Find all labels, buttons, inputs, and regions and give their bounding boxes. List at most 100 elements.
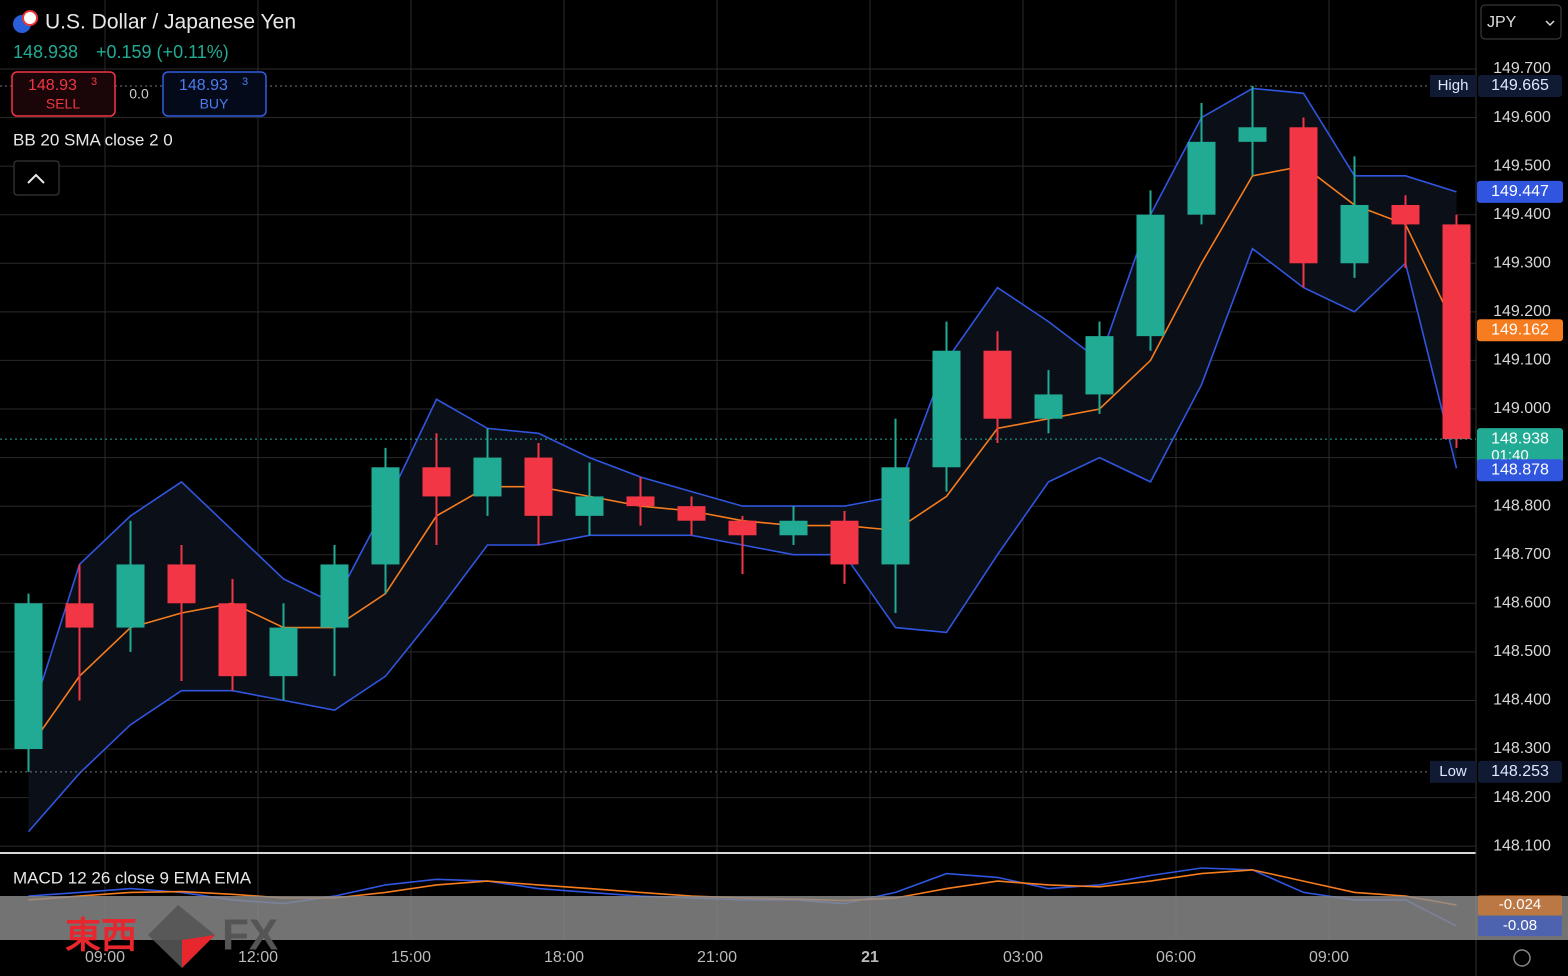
watermark-text: FX (222, 911, 278, 960)
spread: 0.0 (129, 86, 149, 102)
settings-icon[interactable] (1513, 949, 1531, 967)
candle-body (371, 467, 400, 565)
price-tag-label: 149.447 (1491, 183, 1549, 200)
candle-body (116, 564, 145, 628)
currency-dropdown[interactable] (1480, 4, 1562, 40)
dropdown-icon (1545, 20, 1555, 27)
buy-price-sup: 3 (242, 76, 248, 88)
sell-label: SELL (46, 96, 80, 112)
candle-body (1136, 214, 1165, 337)
x-tick-label: 21 (861, 949, 879, 966)
candle-body (1187, 141, 1216, 215)
candle-body (881, 467, 910, 565)
candle-body (320, 564, 349, 628)
x-tick-label: 03:00 (1003, 949, 1043, 966)
candle-body (269, 627, 298, 677)
symbol-title: U.S. Dollar / Japanese Yen (45, 11, 296, 34)
watermark-logo (182, 935, 215, 968)
overlay: 09:00 12:00 15:00 18:00 21:00 21 03:00 06:00 09:… (0, 74, 1563, 966)
low-price-tag (1478, 760, 1562, 783)
candle-body (626, 496, 655, 507)
watermark-text: 東西 (65, 915, 137, 956)
y-tick-label: 149.100 (1493, 352, 1551, 369)
y-tick-label: 149.000 (1493, 400, 1551, 417)
x-tick-label: 12:00 (238, 949, 278, 966)
overlay-band (0, 896, 1476, 940)
y-tick-label: 148.800 (1493, 497, 1551, 514)
candle-body (524, 457, 553, 516)
candle-body (473, 457, 502, 497)
y-tick-label: 149.200 (1493, 303, 1551, 320)
y-tick-label: 149.500 (1493, 157, 1551, 174)
candle-body (779, 520, 808, 536)
x-tick-label: 15:00 (391, 949, 431, 966)
candle-body (65, 603, 94, 628)
y-tick-label: 149.300 (1493, 254, 1551, 271)
currency: JPY (1487, 14, 1517, 31)
price-tag (1477, 180, 1563, 203)
y-tick-label: 148.700 (1493, 546, 1551, 563)
chevron-icon (27, 173, 45, 184)
buy-button[interactable] (162, 71, 267, 117)
header: U.S. Dollar / Japanese Yen 148.938 +0.15… (11, 4, 1562, 968)
sell-price-sup: 3 (91, 76, 97, 88)
low-label: Low (1439, 763, 1467, 780)
price-tag (1477, 459, 1563, 482)
y-tick-label: 149.700 (1493, 60, 1551, 77)
candle-body (167, 564, 196, 604)
price-change: +0.159 (+0.11%) (96, 42, 229, 62)
grid: 149.700 149.600 149.500 149.400 149.300 149.2… (0, 0, 1551, 940)
y-tick-label: 148.400 (1493, 692, 1551, 709)
y-tick-label: 148.600 (1493, 595, 1551, 612)
price-tag (1477, 319, 1563, 342)
candle-body (422, 467, 451, 497)
x-tick-label: 06:00 (1156, 949, 1196, 966)
collapse-button[interactable] (13, 160, 60, 196)
high-price: 149.665 (1491, 77, 1549, 94)
high-tag (1430, 74, 1476, 97)
price-tag-label: 149.162 (1491, 322, 1549, 339)
y-tick-label: 149.600 (1493, 109, 1551, 126)
buy-label: BUY (200, 96, 229, 112)
macd-tag (1478, 916, 1562, 937)
low-tag (1430, 760, 1476, 783)
macd-label: MACD 12 26 close 9 EMA EMA (13, 868, 252, 887)
sell-price: 148.93 (28, 77, 77, 94)
y-tick-label: 148.200 (1493, 789, 1551, 806)
y-tick-label: 148.100 (1493, 837, 1551, 854)
watermark-logo (148, 905, 215, 968)
y-tick-label: 148.500 (1493, 643, 1551, 660)
candle-body (830, 520, 859, 565)
candle-body (575, 496, 604, 516)
last-price-label: 148.938 (1491, 430, 1549, 447)
band-fill (28, 88, 1457, 832)
x-tick-label: 09:00 (1309, 949, 1349, 966)
macd-tag (1478, 895, 1562, 916)
last-price: 148.938 (13, 42, 78, 62)
candle-body (1289, 127, 1318, 264)
last-price-tag (1477, 428, 1563, 467)
indicator-label: BB 20 SMA close 2 0 (13, 130, 173, 149)
candle-body (1238, 127, 1267, 142)
candle-body (728, 520, 757, 536)
plot (14, 85, 1471, 833)
low-price: 148.253 (1491, 763, 1549, 780)
x-tick-label: 21:00 (697, 949, 737, 966)
candle-body (14, 603, 43, 750)
candle-body (1034, 394, 1063, 419)
candle-body (1085, 336, 1114, 395)
candle-body (1442, 224, 1471, 440)
sell-button[interactable] (11, 71, 116, 117)
high-price-tag (1478, 74, 1562, 97)
y-tick-label: 149.400 (1493, 206, 1551, 223)
high-label: High (1438, 77, 1469, 94)
price-tag-label: 148.878 (1491, 461, 1549, 478)
band-line (27, 87, 1457, 725)
candle-body (932, 350, 961, 468)
x-tick-label: 18:00 (544, 949, 584, 966)
candle-body (1391, 204, 1420, 225)
candle-body (983, 350, 1012, 419)
macd-tag-label: -0.08 (1503, 917, 1537, 934)
flag-icon (22, 10, 38, 26)
